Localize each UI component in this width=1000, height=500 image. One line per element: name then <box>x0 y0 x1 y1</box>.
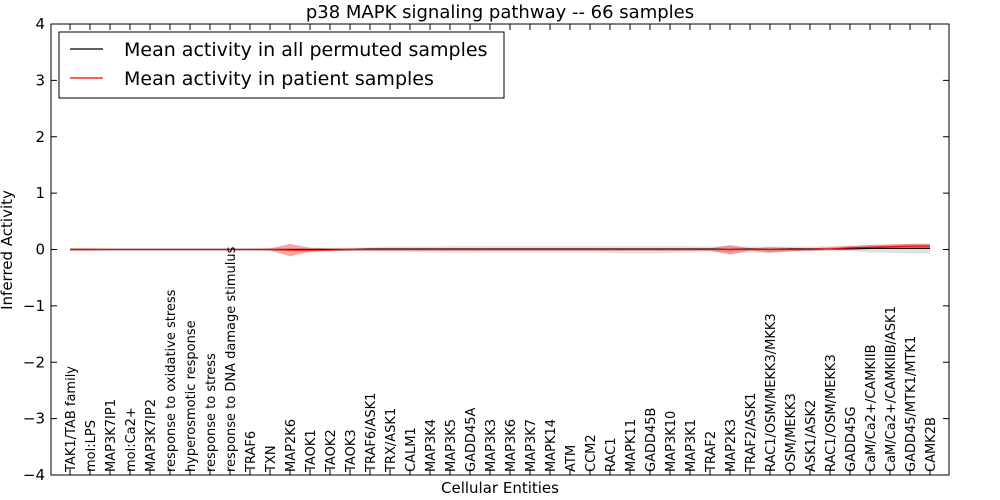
x-tick-label: RAC1 <box>604 437 619 472</box>
y-axis: 4 3 2 1 0 −1 −2 −3 −4 <box>23 15 949 484</box>
y-tick-label: −4 <box>23 466 45 484</box>
legend: Mean activity in all permuted samples Me… <box>58 31 505 99</box>
x-tick-label: GADD45A <box>464 407 479 472</box>
x-tick-label: MAP3K7IP1 <box>104 399 119 472</box>
y-tick-label: 0 <box>35 241 45 259</box>
x-tick-label: response to oxidative stress <box>164 289 179 472</box>
y-tick-label: −2 <box>23 353 45 371</box>
x-tick-label: TRAF2/ASK1 <box>744 393 759 473</box>
x-tick-label: TRAF2 <box>704 431 719 473</box>
x-tick-label: hyperosmotic response <box>184 320 199 472</box>
x-tick-label: mol:Ca2+ <box>124 407 139 472</box>
y-tick-label: 1 <box>35 184 45 202</box>
x-tick-label: MAP3K5 <box>444 419 459 472</box>
x-tick-label: CaM/Ca2+/CAMKIIB/ASK1 <box>884 306 899 472</box>
x-tick-label: TRAF6 <box>244 431 259 473</box>
x-axis-label: Cellular Entities <box>441 479 559 497</box>
series-lines <box>70 245 930 251</box>
x-tick-label: MAPK14 <box>544 419 559 472</box>
x-tick-label: response to DNA damage stimulus <box>224 246 239 472</box>
x-tick-label: TAK1/TAB family <box>64 366 79 473</box>
x-tick-label: TAOK3 <box>344 429 359 473</box>
x-tick-label: MAP3K4 <box>424 419 439 472</box>
legend-label-patient: Mean activity in patient samples <box>124 68 434 90</box>
chart-title: p38 MAPK signaling pathway -- 66 samples <box>306 2 694 23</box>
x-tick-label: response to stress <box>204 353 219 472</box>
x-tick-label: MAP2K6 <box>284 419 299 472</box>
x-tick-label: MAPK11 <box>624 419 639 472</box>
x-tick-label: TRAF6/ASK1 <box>364 393 379 473</box>
x-tick-label: MAP2K3 <box>724 419 739 472</box>
x-tick-label: TAOK2 <box>324 429 339 473</box>
x-tick-label: CCM2 <box>584 434 599 472</box>
x-tick-label: GADD45/MTK1/MTK1 <box>904 336 919 472</box>
x-tick-label: MAP3K10 <box>664 411 679 472</box>
y-axis-label: Inferred Activity <box>0 190 16 310</box>
x-tick-label: CaM/Ca2+/CAMKIIB <box>864 344 879 472</box>
x-tick-label: MAP3K1 <box>684 419 699 472</box>
x-tick-label: GADD45B <box>644 408 659 472</box>
y-tick-label: 3 <box>35 71 45 89</box>
legend-box <box>58 31 505 99</box>
x-tick-label: MAP3K3 <box>484 419 499 472</box>
line-series-1 <box>70 245 930 251</box>
x-tick-label: TRX/ASK1 <box>384 408 399 473</box>
x-tick-label: CAMK2B <box>924 417 939 472</box>
x-tick-label: ATM <box>564 445 579 472</box>
x-tick-label: TAOK1 <box>304 429 319 473</box>
x-axis: TAK1/TAB family mol:LPS MAP3K7IP1 mol:Ca2+ M… <box>64 24 939 475</box>
x-tick-label: RAC1/OSM/MEKK3 <box>824 354 839 472</box>
y-tick-label: 4 <box>35 15 45 33</box>
x-tick-label: MAP3K6 <box>504 419 519 472</box>
x-tick-label: RAC1/OSM/MEKK3/MKK3 <box>764 313 779 472</box>
y-tick-label: −1 <box>23 297 45 315</box>
x-tick-label: mol:LPS <box>84 420 99 472</box>
legend-label-permuted: Mean activity in all permuted samples <box>124 39 487 61</box>
y-tick-label: −3 <box>23 410 45 428</box>
x-tick-label: OSM/MEKK3 <box>784 393 799 472</box>
x-tick-label: MAP3K7IP2 <box>144 399 159 472</box>
x-tick-label: CALM1 <box>404 427 419 472</box>
x-tick-label: MAP3K7 <box>524 419 539 472</box>
x-tick-label: ASK1/ASK2 <box>804 400 819 472</box>
x-tick-label: GADD45G <box>844 406 859 472</box>
y-tick-label: 2 <box>35 128 45 146</box>
x-tick-label: TXN <box>264 445 279 473</box>
